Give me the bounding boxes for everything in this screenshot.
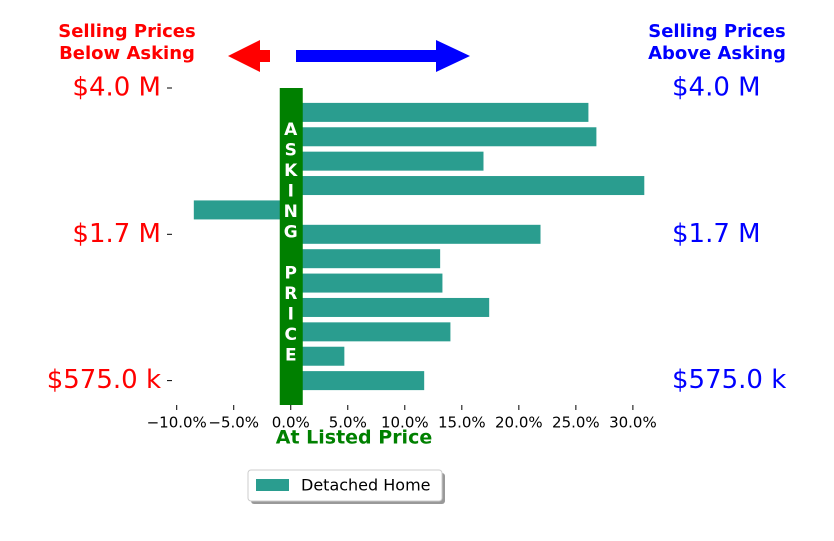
bar xyxy=(290,297,490,317)
x-tick-label: 15.0% xyxy=(438,414,486,432)
left-note: Selling Prices xyxy=(58,21,195,42)
bar xyxy=(290,102,589,122)
column-letter: N xyxy=(284,202,298,222)
column-letter: K xyxy=(284,161,298,181)
right-arrow xyxy=(296,40,470,72)
y-tick-label: $1.7 M xyxy=(72,219,161,249)
bar xyxy=(290,346,345,366)
column-letter: G xyxy=(284,223,298,243)
x-tick-label: −10.0% xyxy=(147,414,207,432)
right-note: Above Asking xyxy=(648,43,786,64)
asking-column xyxy=(279,88,303,405)
y2-tick-label: $1.7 M xyxy=(672,219,761,249)
column-letter: S xyxy=(285,141,297,161)
bar xyxy=(290,249,441,269)
x-tick-label: 10.0% xyxy=(381,414,429,432)
column-letter: C xyxy=(285,325,297,345)
left-arrow xyxy=(228,40,270,72)
x-tick-label: 5.0% xyxy=(329,414,367,432)
x-tick-label: 25.0% xyxy=(552,414,600,432)
y2-tick-label: $4.0 M xyxy=(672,73,761,103)
legend-swatch xyxy=(256,479,289,491)
column-letter: A xyxy=(284,120,298,140)
bar xyxy=(290,371,425,391)
legend-label: Detached Home xyxy=(301,476,431,495)
y2-tick-label: $575.0 k xyxy=(672,365,786,395)
bar xyxy=(290,151,484,171)
x-axis-label: At Listed Price xyxy=(276,427,432,449)
column-letter: P xyxy=(285,264,297,284)
bar xyxy=(290,127,597,147)
y-tick-label: $4.0 M xyxy=(72,73,161,103)
bar xyxy=(290,273,443,293)
column-letter: I xyxy=(288,305,294,325)
bar xyxy=(193,200,291,220)
x-tick-label: −5.0% xyxy=(208,414,259,432)
bar xyxy=(290,176,645,196)
column-letter: E xyxy=(285,346,297,366)
x-tick-label: 0.0% xyxy=(272,414,310,432)
y-tick-label: $575.0 k xyxy=(47,365,161,395)
x-tick-label: 20.0% xyxy=(495,414,543,432)
column-letter: I xyxy=(288,182,294,202)
column-letter: R xyxy=(284,284,297,304)
legend xyxy=(247,469,443,502)
bar xyxy=(290,322,451,342)
x-tick-label: 30.0% xyxy=(609,414,657,432)
left-note: Below Asking xyxy=(59,43,195,64)
right-note: Selling Prices xyxy=(648,21,785,42)
bar xyxy=(290,224,541,244)
